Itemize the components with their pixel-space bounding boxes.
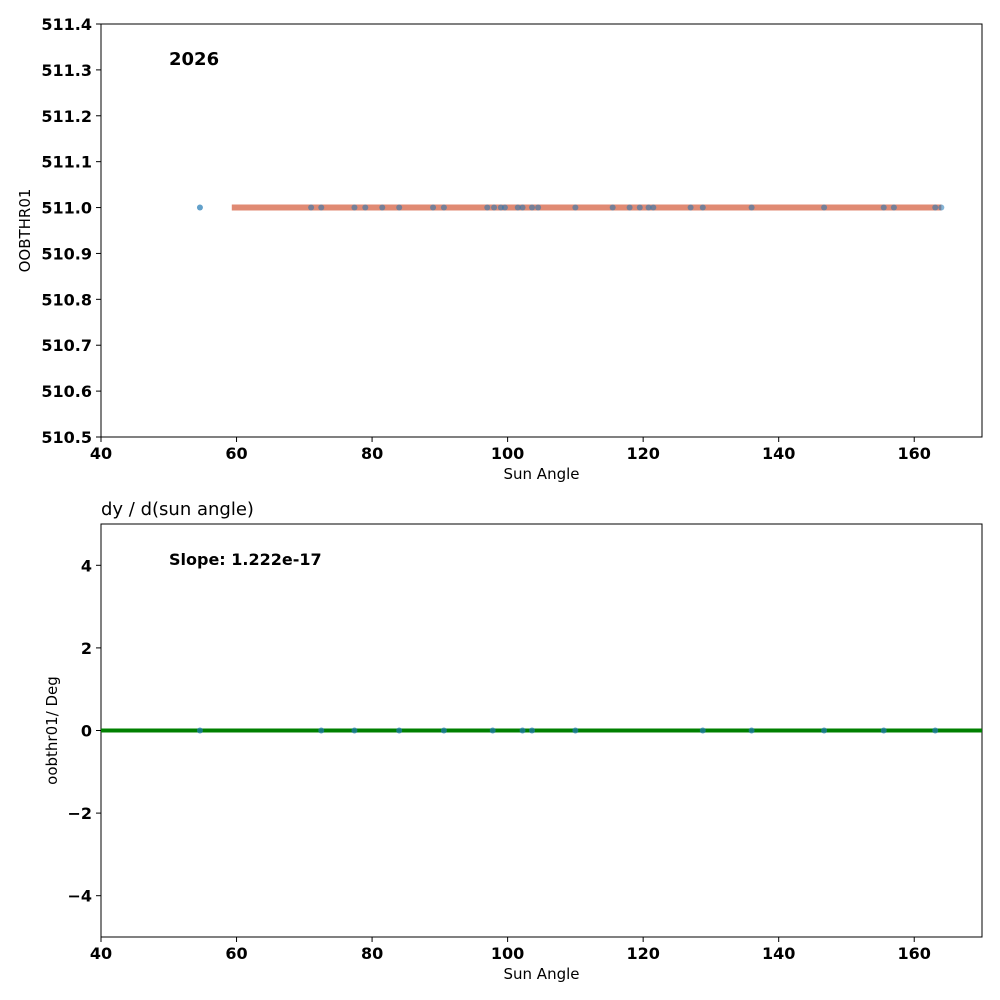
x-tick-label: 100 xyxy=(491,444,524,463)
x-tick-label: 140 xyxy=(762,444,795,463)
data-point xyxy=(351,727,358,734)
chart-annotation: 2026 xyxy=(169,49,219,70)
y-axis-label: OOBTHR01 xyxy=(16,189,34,273)
data-point xyxy=(650,204,657,211)
data-point xyxy=(932,727,939,734)
data-point xyxy=(489,727,496,734)
data-point xyxy=(318,727,325,734)
data-point xyxy=(529,204,536,211)
x-tick-label: 160 xyxy=(898,944,931,963)
top-panel: 40 60 80 100 120 140 160 510.5 510.6 510.7 510.8 51… xyxy=(16,15,983,483)
x-axis-label: Sun Angle xyxy=(504,465,580,483)
data-point xyxy=(938,204,945,211)
x-tick-label: 40 xyxy=(90,944,112,963)
y-tick-label: −4 xyxy=(67,887,92,906)
y-tick-label: 511.1 xyxy=(41,153,92,172)
data-point xyxy=(626,204,633,211)
data-point xyxy=(699,727,706,734)
data-point xyxy=(440,727,447,734)
x-tick-label: 60 xyxy=(225,444,247,463)
data-point xyxy=(491,204,498,211)
x-tick-label: 120 xyxy=(626,444,659,463)
data-point xyxy=(308,204,315,211)
data-point xyxy=(501,204,508,211)
data-point xyxy=(572,727,579,734)
data-point xyxy=(396,727,403,734)
x-tick-label: 100 xyxy=(491,944,524,963)
data-point xyxy=(519,727,526,734)
data-point xyxy=(430,204,437,211)
x-tick-label: 120 xyxy=(626,944,659,963)
x-tick-label: 60 xyxy=(225,944,247,963)
data-point xyxy=(609,204,616,211)
y-tick-label: 510.9 xyxy=(41,244,92,263)
x-axis-label: Sun Angle xyxy=(504,965,580,983)
bottom-panel: 40 60 80 100 120 140 160 −4 −2 0 2 4 Sun Angle oobthr… xyxy=(43,499,983,983)
data-point xyxy=(396,204,403,211)
data-point xyxy=(821,727,828,734)
data-point xyxy=(196,727,203,734)
data-point xyxy=(196,204,203,211)
data-point xyxy=(351,204,358,211)
x-tick-label: 160 xyxy=(898,444,931,463)
data-point xyxy=(880,727,887,734)
data-point xyxy=(645,204,652,211)
y-tick-label: 511.0 xyxy=(41,199,92,218)
data-point xyxy=(572,204,579,211)
y-tick-label: 0 xyxy=(81,722,92,741)
x-tick-label: 80 xyxy=(361,944,383,963)
data-point xyxy=(440,204,447,211)
y-axis-label: oobthr01/ Deg xyxy=(43,676,61,785)
x-tick-label: 80 xyxy=(361,444,383,463)
data-point xyxy=(880,204,887,211)
x-tick-label: 40 xyxy=(90,444,112,463)
data-point xyxy=(748,727,755,734)
data-point xyxy=(484,204,491,211)
y-tick-label: 510.8 xyxy=(41,290,92,309)
data-point xyxy=(362,204,369,211)
y-tick-label: 510.6 xyxy=(41,382,92,401)
chart-annotation: Slope: 1.222e-17 xyxy=(169,550,322,569)
data-point xyxy=(748,204,755,211)
y-tick-label: 4 xyxy=(81,556,92,575)
data-point xyxy=(699,204,706,211)
y-tick-label: 511.4 xyxy=(41,15,92,34)
y-tick-label: 511.3 xyxy=(41,61,92,80)
data-point xyxy=(519,204,526,211)
y-tick-label: 2 xyxy=(81,639,92,658)
data-point xyxy=(514,204,521,211)
y-tick-label: 511.2 xyxy=(41,107,92,126)
plot-frame xyxy=(100,23,983,438)
data-point xyxy=(890,204,897,211)
data-point xyxy=(379,204,386,211)
chart-title: dy / d(sun angle) xyxy=(101,499,254,520)
data-point xyxy=(318,204,325,211)
y-tick-label: −2 xyxy=(67,804,92,823)
y-tick-label: 510.7 xyxy=(41,336,92,355)
y-tick-label: 510.5 xyxy=(41,428,92,447)
data-point xyxy=(636,204,643,211)
data-point xyxy=(821,204,828,211)
data-point xyxy=(535,204,542,211)
data-point xyxy=(687,204,694,211)
data-point xyxy=(529,727,536,734)
x-tick-label: 140 xyxy=(762,944,795,963)
data-point xyxy=(932,204,939,211)
